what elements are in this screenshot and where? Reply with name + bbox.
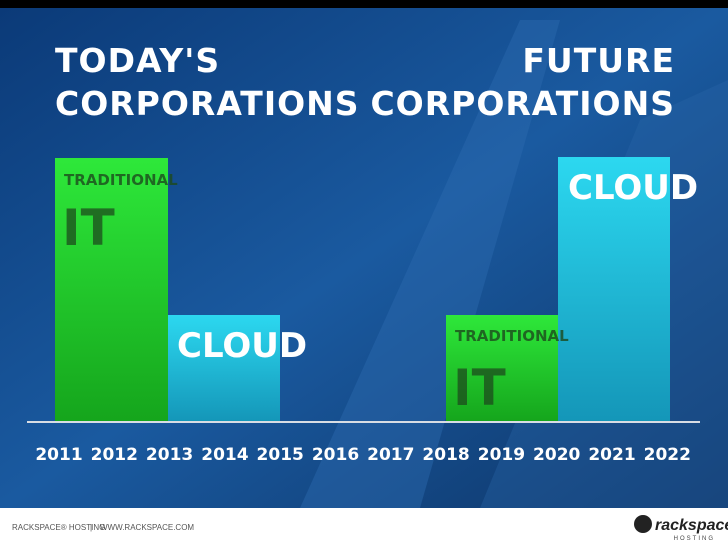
heading: CORPORATIONS	[55, 84, 360, 123]
footer-url: WWW.RACKSPACE.COM	[100, 523, 194, 532]
bar	[168, 315, 280, 422]
bar-label: TRADITIONAL	[455, 327, 569, 345]
top-strip	[0, 0, 728, 8]
year-label: 2020	[533, 445, 580, 465]
heading: CORPORATIONS	[370, 84, 675, 123]
year-labels: 2011 2012 2013 2014 2015 2016 2017 2018 2019 2020…	[35, 445, 691, 465]
bar	[55, 158, 168, 422]
year-label: 2021	[588, 445, 635, 465]
bar-label: IT	[453, 359, 506, 417]
logo-sub: HOSTING	[674, 536, 715, 542]
logo-icon	[634, 515, 652, 533]
year-label: 2013	[146, 445, 193, 465]
building-shape	[300, 20, 560, 508]
bar-label: IT	[62, 199, 115, 257]
bar-label: CLOUD	[177, 326, 307, 366]
year-label: 2022	[644, 445, 691, 465]
year-label: 2019	[478, 445, 525, 465]
year-label: 2012	[91, 445, 138, 465]
bar-label: CLOUD	[568, 168, 698, 208]
heading: TODAY'S	[55, 41, 220, 80]
year-label: 2017	[367, 445, 414, 465]
year-label: 2011	[35, 445, 82, 465]
footer-text: RACKSPACE® HOSTING	[12, 523, 105, 532]
footer	[0, 508, 728, 546]
bar	[558, 157, 670, 422]
footer-separator: |	[90, 523, 92, 532]
bar	[446, 315, 558, 422]
year-label: 2015	[257, 445, 304, 465]
year-label: 2018	[422, 445, 469, 465]
bar-label: TRADITIONAL	[64, 171, 178, 189]
logo: rackspace	[655, 517, 728, 534]
heading: FUTURE	[522, 41, 675, 80]
year-label: 2016	[312, 445, 359, 465]
year-label: 2014	[201, 445, 248, 465]
